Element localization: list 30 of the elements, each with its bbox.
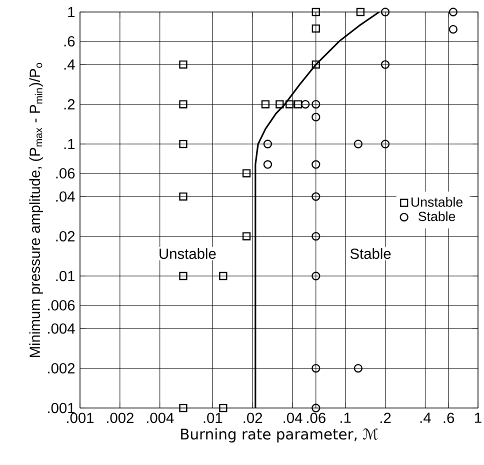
x-tick-label: .6 xyxy=(444,412,454,424)
x-tick-label: .002 xyxy=(106,412,134,424)
y-tick-label: .02 xyxy=(56,231,75,242)
x-tick-label: .004 xyxy=(146,412,174,424)
y-axis-title: Minimum pressure amplitude, (P$_{max}$ - P$_{min}$)/P$_{o}$ xyxy=(29,62,43,357)
legend-label: Stable xyxy=(418,211,456,222)
x-tick-label: .01 xyxy=(204,412,222,424)
x-tick-label: .02 xyxy=(244,412,262,424)
y-tick-label: .01 xyxy=(56,270,75,282)
y-tick-label: .4 xyxy=(64,60,75,70)
x-tick-label: .06 xyxy=(307,412,326,424)
x-tick-label: 1 xyxy=(475,412,482,423)
y-tick-label: .001 xyxy=(48,402,75,414)
y-tick-label: .06 xyxy=(56,168,75,178)
x-tick-label: .04 xyxy=(284,412,302,424)
x-tick-label: .4 xyxy=(420,412,431,423)
y-tick-label: .04 xyxy=(56,191,75,202)
legend-label: Unstable xyxy=(412,197,463,207)
y-tick-label: .2 xyxy=(64,99,75,110)
x-axis-title: Burning rate parameter, ℳ xyxy=(181,428,378,442)
y-tick-label: .004 xyxy=(48,323,75,334)
y-tick-label: .6 xyxy=(64,36,75,46)
y-tick-label: 1 xyxy=(68,6,75,18)
annotation: Unstable xyxy=(160,248,216,259)
y-tick-label: .1 xyxy=(64,138,75,150)
y-tick-label: .002 xyxy=(48,363,75,374)
y-tick-label: .006 xyxy=(48,300,75,310)
annotation: Stable xyxy=(350,248,391,259)
x-tick-label: .1 xyxy=(340,412,351,423)
x-tick-label: .2 xyxy=(380,412,391,423)
